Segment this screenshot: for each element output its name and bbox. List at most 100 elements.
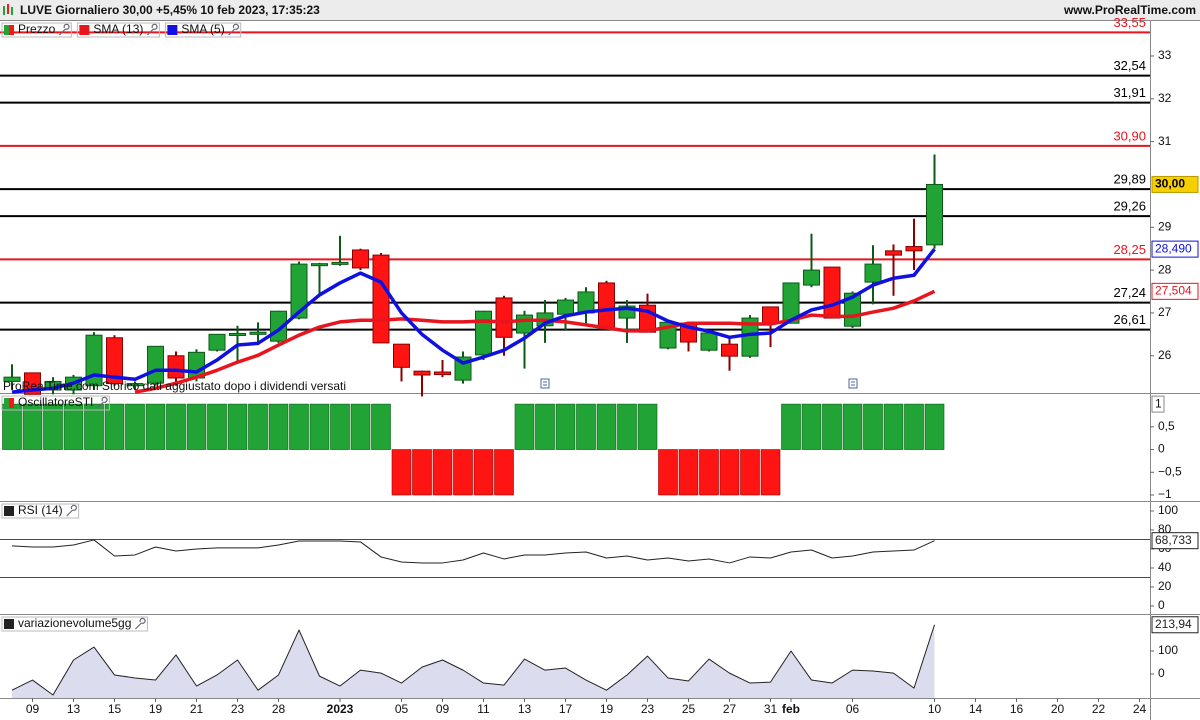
- legend-frame: [1, 616, 148, 632]
- level-label: 33,55: [1113, 15, 1146, 30]
- x-tick-label: 21: [190, 702, 204, 716]
- legend-wrench: [66, 504, 77, 517]
- legend-wrench: [146, 23, 158, 36]
- bar: [678, 449, 699, 496]
- bar: [186, 403, 207, 450]
- bar: [207, 403, 227, 450]
- level-label: 29,89: [1113, 172, 1146, 187]
- candle-body: [413, 370, 431, 376]
- x-tick-label: 06: [846, 702, 860, 716]
- candle-body: [147, 345, 164, 384]
- x-tick-label: 10: [928, 702, 942, 716]
- chart-title: LUVE Giornaliero 30,00 +5,45% 10 feb 202…: [20, 3, 320, 17]
- candle-body: [311, 263, 328, 267]
- level-label: 26,61: [1113, 312, 1146, 327]
- x-tick-label: 31: [764, 702, 778, 716]
- bar: [453, 449, 473, 496]
- bar: [145, 403, 166, 450]
- x-tick-label: 16: [1010, 702, 1024, 716]
- candle-body: [864, 263, 882, 283]
- bar: [494, 449, 514, 496]
- candle-body: [372, 254, 390, 344]
- candle-body: [126, 383, 144, 387]
- bar: [576, 403, 596, 450]
- level-label: 29,26: [1113, 199, 1146, 214]
- bar: [514, 403, 535, 450]
- legend-icon: [79, 25, 90, 35]
- y-tick-label: 28: [1158, 262, 1172, 276]
- bar: [883, 403, 904, 450]
- candle-body: [495, 297, 513, 338]
- legend-label: variazionevolume5gg: [18, 616, 131, 630]
- bar: [350, 403, 371, 450]
- bar: [617, 403, 637, 450]
- candle-body: [393, 343, 410, 368]
- level-label: 32,54: [1113, 58, 1146, 73]
- x-tick-label: 05: [395, 702, 409, 716]
- legend-label: RSI (14): [18, 503, 63, 517]
- bar: [248, 403, 268, 450]
- sma-line: [134, 289, 936, 394]
- bar: [719, 449, 740, 496]
- last-value-box: [1151, 395, 1165, 413]
- bar: [412, 449, 432, 496]
- candle-body: [926, 183, 943, 246]
- candle-body: [167, 355, 185, 379]
- x-tick-label: 11: [477, 702, 490, 716]
- x-tick-label: 28: [272, 702, 286, 716]
- bar: [371, 403, 391, 450]
- bar: [227, 403, 248, 450]
- y-tick-label: 40: [1158, 560, 1172, 574]
- legend-frame: [164, 22, 242, 38]
- source: www.ProRealTime.com: [1063, 3, 1196, 17]
- bar: [432, 449, 453, 496]
- legend-icon: [4, 506, 14, 516]
- bar: [125, 403, 145, 450]
- x-tick-label: 24: [1133, 702, 1147, 716]
- last-value-label: 28,490: [1155, 241, 1192, 255]
- level-label: 27,24: [1113, 285, 1146, 300]
- bar: [22, 403, 43, 450]
- bar: [84, 403, 104, 450]
- legend-frame: [1, 503, 80, 519]
- candle-body: [229, 332, 246, 336]
- candle-body: [106, 337, 123, 385]
- legend-icon: [9, 25, 14, 35]
- area-line: [11, 624, 935, 696]
- y-tick-label: 32: [1158, 91, 1172, 105]
- bar: [760, 449, 781, 496]
- candle-body: [331, 261, 349, 265]
- level-label: 28,25: [1113, 242, 1146, 257]
- bar: [309, 403, 330, 450]
- bar: [658, 449, 678, 496]
- candle-body: [618, 305, 636, 319]
- bar: [924, 403, 945, 450]
- legend-frame: [1, 22, 72, 38]
- candle-body: [208, 333, 226, 351]
- bar: [781, 403, 801, 450]
- candle-body: [782, 282, 800, 324]
- legend-wrench: [96, 396, 108, 409]
- x-tick-label: 19: [600, 702, 614, 716]
- last-value-box: [1151, 616, 1199, 634]
- dividend-icon: [540, 378, 550, 389]
- legend-icon: [9, 398, 14, 408]
- legend-label: Prezzo: [18, 22, 56, 36]
- x-tick-label: 2023: [327, 702, 354, 716]
- candle-body: [557, 299, 574, 315]
- candle-body: [721, 343, 738, 357]
- last-value-label: 1: [1155, 396, 1162, 410]
- x-tick-label: 23: [641, 702, 655, 716]
- y-tick-label: 20: [1158, 579, 1172, 593]
- bar: [63, 403, 84, 450]
- area-fill: [12, 624, 935, 698]
- last-value-box: [1151, 282, 1199, 300]
- bar: [391, 449, 412, 496]
- y-tick-label: 0,5: [1158, 419, 1175, 433]
- x-tick-label: 15: [108, 702, 122, 716]
- app-icon: [3, 4, 13, 15]
- bar: [863, 403, 883, 450]
- x-tick-label: feb: [782, 702, 800, 716]
- level-label: 31,91: [1113, 85, 1146, 100]
- x-tick-label: 19: [149, 702, 163, 716]
